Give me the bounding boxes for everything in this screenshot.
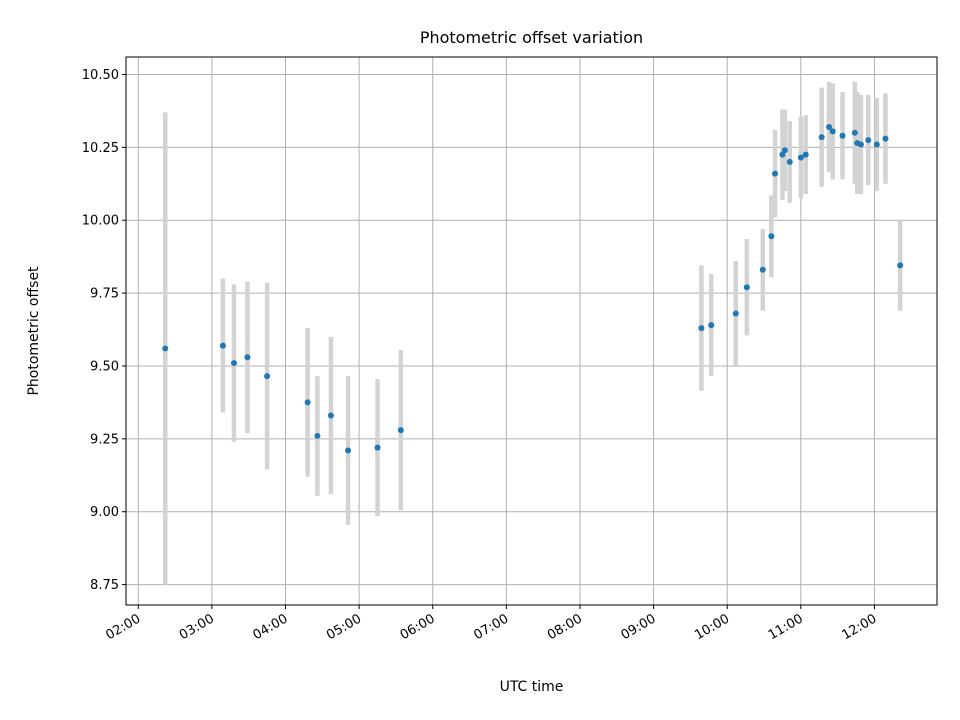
y-tick-label: 10.00: [82, 214, 119, 229]
data-point: [826, 123, 833, 130]
data-point: [219, 342, 226, 349]
data-point: [759, 266, 766, 273]
data-point: [797, 154, 804, 161]
y-tick-label: 10.50: [82, 68, 119, 83]
data-points: [162, 123, 904, 454]
y-axis-label: Photometric offset: [26, 266, 42, 396]
data-point: [708, 322, 715, 329]
y-axis-ticks: 8.75 9.00 9.25 9.50 9.75 10.00 10.25 10.50: [82, 68, 126, 593]
data-point: [786, 158, 793, 165]
data-point: [882, 135, 889, 142]
data-point: [779, 151, 786, 158]
data-point: [829, 128, 836, 135]
data-point: [851, 129, 858, 136]
data-point: [873, 141, 880, 148]
data-point: [314, 432, 321, 439]
data-point: [374, 444, 381, 451]
x-axis-label: UTC time: [500, 679, 564, 695]
data-point: [264, 373, 271, 380]
data-point: [768, 233, 775, 240]
y-tick-label: 9.00: [90, 505, 119, 520]
data-point: [397, 427, 404, 434]
data-point: [732, 310, 739, 317]
data-point: [857, 141, 864, 148]
y-tick-label: 10.25: [82, 141, 119, 156]
data-point: [698, 325, 705, 332]
data-point: [781, 147, 788, 154]
chart-title: Photometric offset variation: [420, 28, 643, 47]
data-point: [327, 412, 334, 419]
data-point: [230, 360, 237, 367]
plot-frame: [125, 56, 938, 606]
y-tick-label: 8.75: [90, 578, 119, 593]
data-point: [839, 132, 846, 139]
y-tick-label: 9.75: [90, 287, 119, 302]
grid-lines: [126, 57, 937, 605]
data-point: [244, 354, 251, 361]
data-point: [304, 399, 311, 406]
y-tick-label: 9.50: [90, 359, 119, 374]
data-point: [345, 447, 352, 454]
data-point: [818, 134, 825, 141]
data-point: [865, 137, 872, 144]
y-tick-label: 9.25: [90, 432, 119, 447]
data-point: [772, 170, 779, 177]
data-point: [743, 284, 750, 291]
data-point: [162, 345, 169, 352]
data-point: [897, 262, 904, 269]
data-point: [802, 151, 809, 158]
